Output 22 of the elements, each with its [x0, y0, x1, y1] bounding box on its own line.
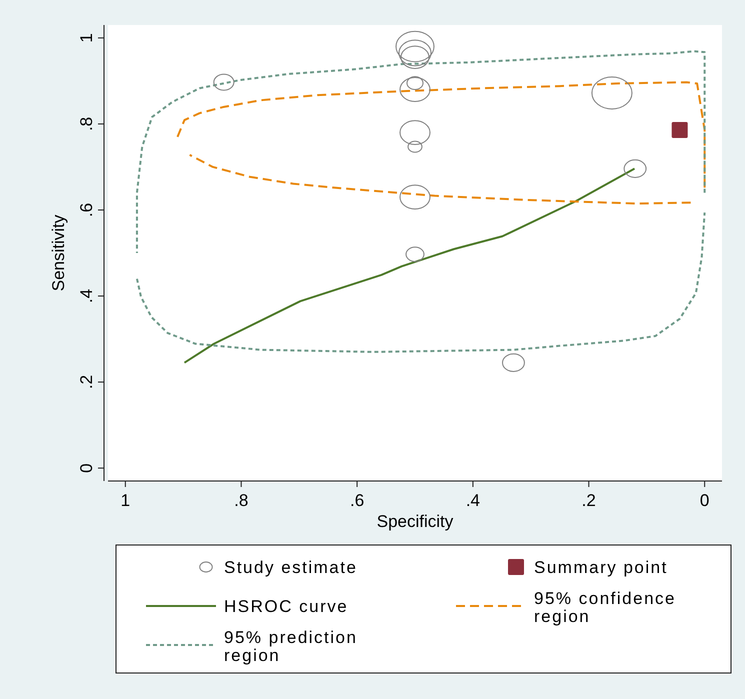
x-tick-label: .6 — [350, 491, 364, 510]
y-tick-label: .2 — [77, 374, 96, 390]
line-series — [188, 154, 692, 205]
line-series — [136, 50, 706, 254]
x-tick-label: .8 — [234, 491, 248, 510]
y-tick-label: 1 — [77, 33, 96, 43]
x-axis-title: Specificity — [376, 512, 454, 531]
y-tick-label: .6 — [77, 202, 96, 218]
x-tick-label: .4 — [466, 491, 480, 510]
legend-label: Study estimate — [224, 558, 358, 577]
legend-label: 95% prediction region — [224, 628, 358, 665]
x-tick-label: 0 — [700, 491, 710, 510]
y-tick-label: 0 — [77, 463, 96, 473]
legend-label: HSROC curve — [224, 597, 348, 616]
y-axis-title: Sensitivity — [49, 214, 68, 292]
legend-label: 95% confidence region — [534, 589, 676, 626]
y-tick-label: .4 — [77, 288, 96, 304]
x-tick-label: 1 — [120, 491, 130, 510]
y-tick-label: .8 — [77, 116, 96, 132]
line-series — [136, 212, 706, 353]
x-tick-label: .2 — [582, 491, 596, 510]
legend-label: Summary point — [534, 558, 668, 577]
